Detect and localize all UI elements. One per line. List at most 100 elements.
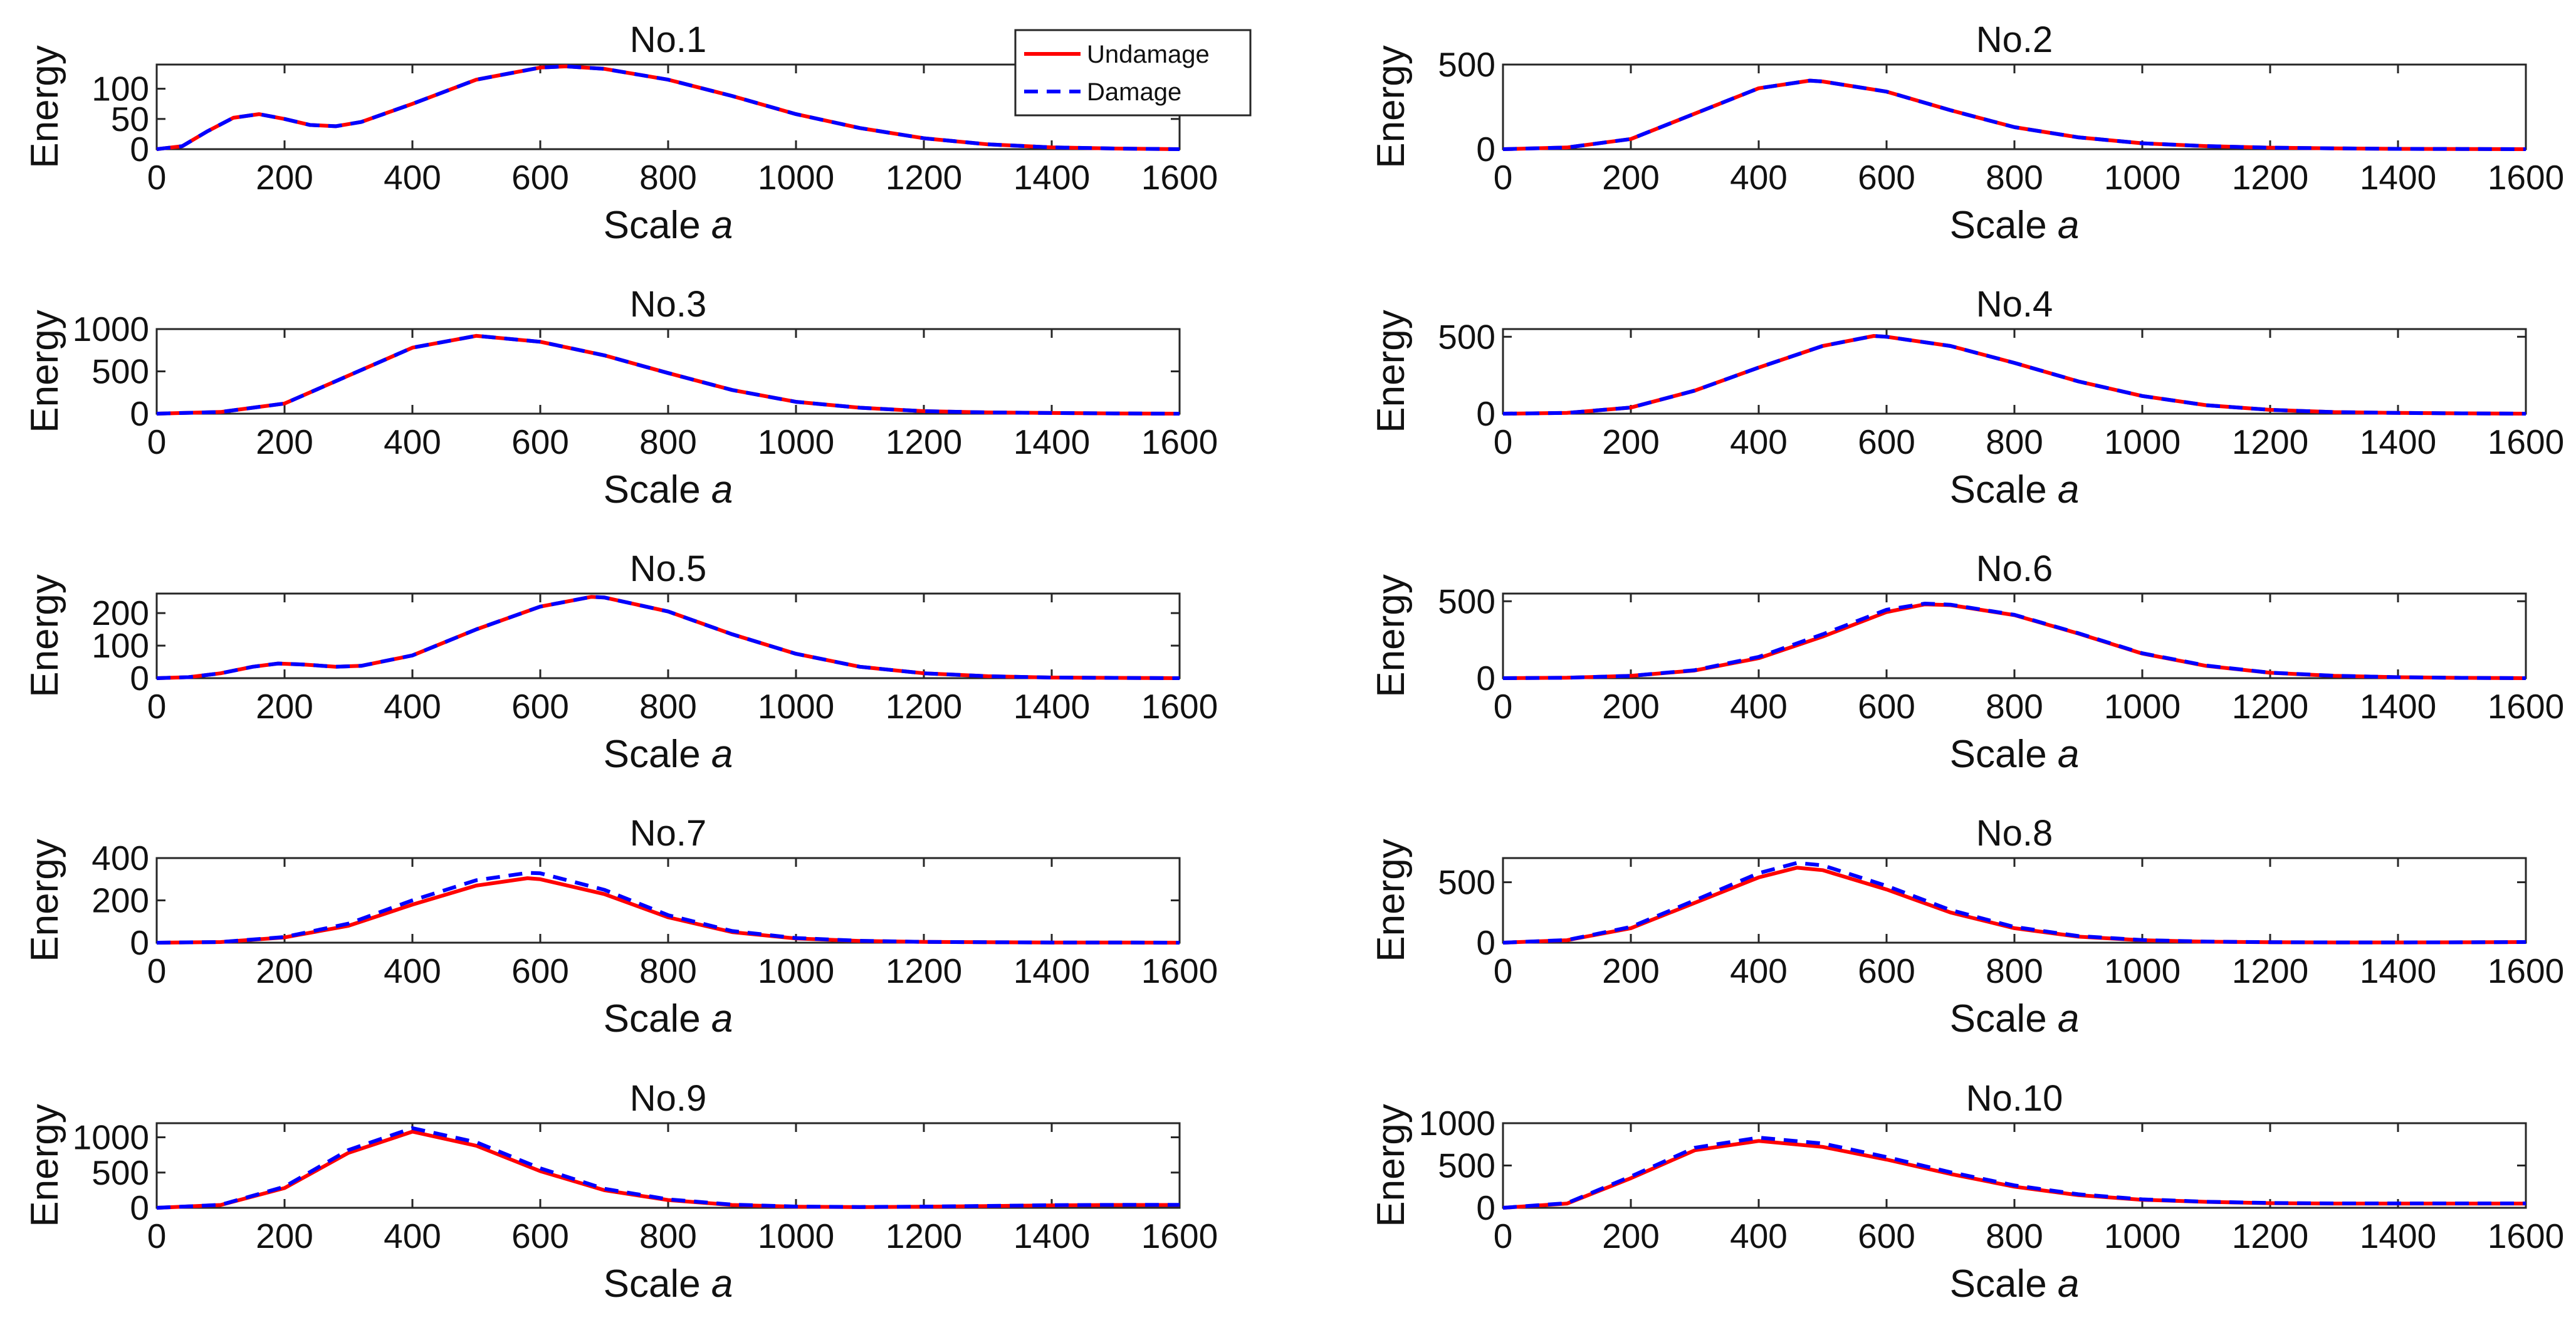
x-tick-label: 600	[1858, 158, 1915, 197]
subplot-title: No.4	[1976, 284, 2053, 325]
y-tick-label: 500	[92, 1153, 149, 1192]
x-tick-label: 1600	[1141, 1217, 1218, 1255]
axes-box	[155, 857, 1181, 944]
y-tick-label: 400	[92, 839, 149, 877]
x-axis-label-text: Scale	[1950, 733, 2058, 776]
x-tick-label: 1600	[1141, 687, 1218, 726]
y-tick-label: 0	[130, 1188, 149, 1227]
y-tick-label: 500	[92, 352, 149, 391]
axes-box	[1502, 592, 2527, 679]
y-axis-label: Energy	[1369, 839, 1413, 961]
x-tick-label: 400	[1730, 687, 1788, 726]
x-tick-label: 1600	[2488, 687, 2564, 726]
subplot-1: 0 200 400 600 800 1000 1200 1400 1600050100No.1S…	[23, 19, 1218, 247]
x-tick-label: 1200	[2232, 158, 2308, 197]
y-axis-label: Energy	[1369, 574, 1413, 697]
y-tick-label: 0	[130, 923, 149, 962]
x-axis-label: Scale a	[604, 204, 733, 247]
x-axis-label-text: Scale	[604, 204, 711, 247]
x-tick-label: 200	[256, 1217, 313, 1255]
y-tick-label: 500	[1438, 582, 1495, 621]
x-tick-label: 0	[147, 687, 167, 726]
y-tick-label: 0	[130, 130, 149, 169]
subplot-title: No.7	[630, 813, 707, 854]
x-tick-label: 400	[1730, 1217, 1788, 1255]
x-tick-label: 800	[639, 1217, 697, 1255]
subplot-title: No.10	[1966, 1078, 2063, 1119]
x-tick-label: 800	[639, 951, 697, 990]
legend-damage-label: Damage	[1087, 78, 1181, 106]
x-tick-label: 0	[147, 1217, 167, 1255]
x-tick-label: 800	[1986, 951, 2043, 990]
y-tick-label: 0	[1476, 1188, 1495, 1227]
x-axis-label: Scale a	[1950, 733, 2080, 776]
x-tick-label: 1000	[2104, 951, 2181, 990]
x-axis-label-variable: a	[711, 997, 733, 1040]
x-tick-label: 1600	[1141, 422, 1218, 461]
y-tick-label: 200	[92, 881, 149, 920]
x-tick-label: 600	[1858, 1217, 1915, 1255]
y-tick-label: 200	[92, 594, 149, 632]
y-axis-label: Energy	[23, 310, 66, 432]
x-tick-label: 200	[1602, 687, 1660, 726]
x-tick-label: 200	[256, 158, 313, 197]
x-tick-label: 1000	[758, 687, 834, 726]
y-axis-label: Energy	[23, 574, 66, 697]
subplot-9: 0 200 400 600 800 1000 1200 1400 160005001000No.…	[23, 1078, 1218, 1306]
x-tick-label: 600	[1858, 687, 1915, 726]
x-tick-label: 1600	[1141, 158, 1218, 197]
x-tick-label: 400	[1730, 158, 1788, 197]
x-axis-label-text: Scale	[1950, 468, 2058, 511]
x-tick-label: 1400	[2360, 687, 2436, 726]
y-axis-label: Energy	[1369, 1104, 1413, 1227]
y-axis-label: Energy	[23, 839, 66, 961]
series-damage-line	[1502, 1136, 2526, 1210]
x-tick-label: 800	[1986, 158, 2043, 197]
x-tick-label: 1200	[886, 422, 962, 461]
y-tick-label: 0	[1476, 130, 1495, 169]
x-axis-label-variable: a	[711, 468, 733, 511]
x-tick-label: 600	[511, 422, 569, 461]
x-tick-label: 1000	[758, 422, 834, 461]
x-tick-label: 0	[1494, 687, 1513, 726]
x-tick-label: 400	[1730, 951, 1788, 990]
x-tick-label: 600	[511, 158, 569, 197]
y-tick-label: 0	[130, 394, 149, 433]
series-damage-line	[156, 595, 1180, 680]
legend-undamage-label: Undamage	[1087, 41, 1210, 68]
axes-box	[1502, 63, 2527, 150]
y-axis-label: Energy	[1369, 310, 1413, 432]
x-tick-label: 600	[1858, 951, 1915, 990]
y-axis-label: Energy	[23, 1104, 66, 1227]
x-axis-label-text: Scale	[604, 997, 711, 1040]
y-tick-label: 1000	[73, 1118, 149, 1157]
x-axis-label-variable: a	[2058, 204, 2079, 247]
x-axis-label-text: Scale	[1950, 1262, 2058, 1306]
x-tick-label: 1200	[886, 1217, 962, 1255]
x-tick-label: 800	[1986, 687, 2043, 726]
y-tick-label: 500	[1438, 45, 1495, 84]
subplot-6: 0 200 400 600 800 1000 1200 1400 1600 0 500 No.6 Sca…	[1369, 548, 2564, 776]
x-tick-label: 1000	[2104, 687, 2181, 726]
x-tick-label: 1200	[2232, 687, 2308, 726]
x-axis-label-text: Scale	[1950, 204, 2058, 247]
x-tick-label: 1400	[1013, 1217, 1090, 1255]
axes-box	[1502, 1122, 2527, 1209]
x-tick-label: 1000	[758, 951, 834, 990]
x-tick-label: 1600	[2488, 1217, 2564, 1255]
y-tick-label: 500	[1438, 863, 1495, 902]
x-tick-label: 200	[1602, 422, 1660, 461]
subplot-10: 0 200 400 600 800 1000 1200 1400 160005001000No.…	[1369, 1078, 2564, 1306]
x-tick-label: 1000	[758, 1217, 834, 1255]
x-tick-label: 200	[256, 951, 313, 990]
subplot-title: No.2	[1976, 19, 2053, 60]
x-tick-label: 400	[384, 422, 441, 461]
y-tick-label: 0	[1476, 394, 1495, 433]
x-tick-label: 0	[1494, 422, 1513, 461]
x-tick-label: 1200	[2232, 951, 2308, 990]
x-tick-label: 1200	[886, 951, 962, 990]
y-axis-label: Energy	[1369, 45, 1413, 168]
x-axis-label-variable: a	[711, 1262, 733, 1306]
subplot-title: No.3	[630, 284, 707, 325]
